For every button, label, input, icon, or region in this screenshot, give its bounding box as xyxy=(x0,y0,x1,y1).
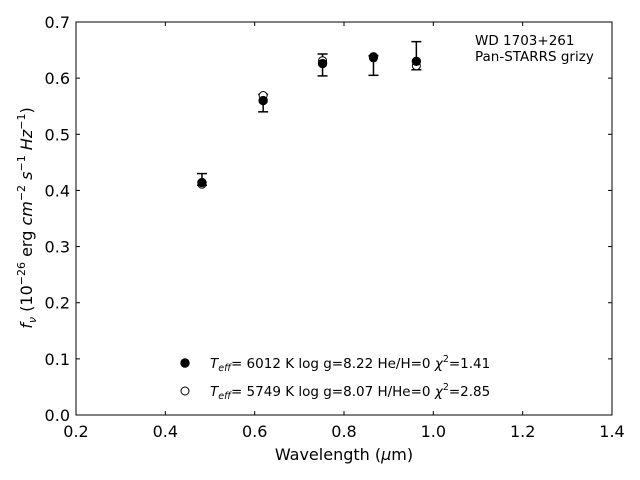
filled-circle-point xyxy=(258,95,268,106)
legend-text-part: χ xyxy=(434,356,444,372)
x-tick-label: 0.8 xyxy=(331,422,356,441)
legend-entry: Teff= 5749 K log g=8.07 H/He=0 χ2=2.85 xyxy=(210,382,490,402)
x-tick-label: 1.4 xyxy=(599,422,624,441)
filled-circle-point xyxy=(368,52,379,62)
y-axis: 0.0 0.1 0.2 0.3 0.4 0.5 0.6 0.7 xyxy=(45,13,612,425)
legend-text-part: 2 xyxy=(443,382,449,393)
legend-text-part: eff xyxy=(218,363,232,374)
legend-text-part: =2.85 xyxy=(449,384,490,400)
x-tick-label: 0.6 xyxy=(242,422,267,441)
y-tick-label: 0.0 xyxy=(45,406,70,425)
x-axis: 0.2 0.4 0.6 0.8 1.0 1.2 1.4 xyxy=(63,22,625,441)
object-name: WD 1703+261 xyxy=(475,33,574,49)
legend-text-part: =1.41 xyxy=(449,356,490,372)
x-tick-label: 1.2 xyxy=(510,422,535,441)
legend-text-part: T xyxy=(210,356,220,372)
filled-circle-point xyxy=(317,58,328,69)
data-points xyxy=(197,52,422,189)
legend: Teff= 6012 K log g=8.22 He/H=0 χ2=1.41Te… xyxy=(180,354,490,402)
legend-text-part: 2 xyxy=(443,354,449,365)
legend-entry: Teff= 6012 K log g=8.22 He/H=0 χ2=1.41 xyxy=(210,354,490,374)
y-tick-label: 0.3 xyxy=(45,238,70,257)
y-tick-label: 0.6 xyxy=(45,69,70,88)
x-tick-label: 0.2 xyxy=(63,422,88,441)
x-tick-label: 0.4 xyxy=(153,422,178,441)
legend-text-part: = 6012 K log g=8.22 He/H=0 xyxy=(231,356,435,372)
x-tick-label: 1.0 xyxy=(421,422,446,441)
legend-text-part: = 5749 K log g=8.07 H/He=0 xyxy=(231,384,435,400)
y-tick-label: 0.7 xyxy=(45,13,70,32)
legend-text-part: eff xyxy=(218,391,232,402)
y-tick-label: 0.4 xyxy=(45,181,70,200)
legend-text-part: χ xyxy=(434,384,444,400)
filled-circle-point xyxy=(411,56,422,66)
legend-marker-filled xyxy=(180,358,190,368)
legend-text-part: T xyxy=(210,384,220,400)
filled-circle-point xyxy=(197,177,207,188)
survey-name: Pan-STARRS grizy xyxy=(475,49,594,65)
error-bars xyxy=(196,40,422,187)
y-tick-label: 0.1 xyxy=(45,350,70,369)
legend-marker-open xyxy=(180,386,190,396)
y-axis-label: fν (10−26 erg cm−2 s−1 Hz−1) xyxy=(15,107,39,328)
y-tick-label: 0.2 xyxy=(45,294,70,313)
x-axis-label: Wavelength (μm) xyxy=(275,445,413,464)
y-tick-label: 0.5 xyxy=(45,125,70,144)
